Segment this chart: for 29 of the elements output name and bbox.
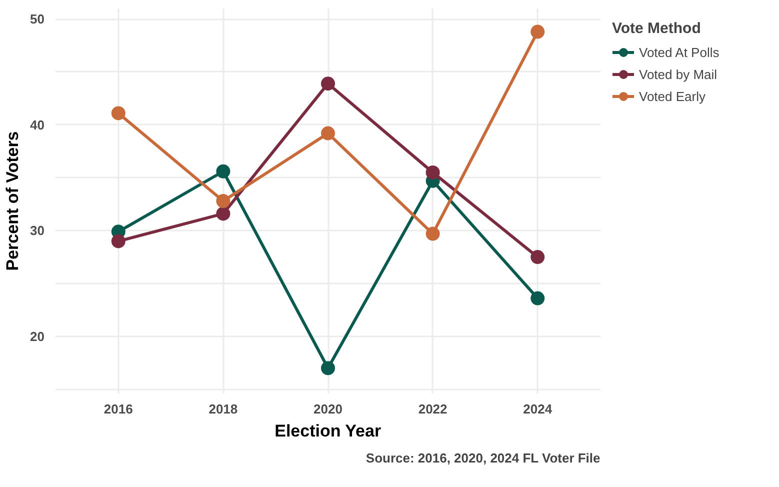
- y-tick-label: 20: [30, 328, 45, 344]
- point: [426, 226, 440, 241]
- source-note: Source: 2016, 2020, 2024 FL Voter File: [366, 450, 600, 466]
- x-tick-label: 2016: [104, 402, 133, 416]
- point: [321, 76, 335, 91]
- point: [530, 250, 545, 264]
- legend-label: Voted by Mail: [639, 66, 718, 83]
- point: [321, 361, 335, 376]
- point: [530, 291, 545, 306]
- y-tick-label: 50: [30, 12, 45, 27]
- x-axis-title: Election Year: [274, 422, 382, 440]
- point: [321, 126, 335, 140]
- legend-label: Voted At Polls: [639, 44, 720, 61]
- y-axis-title: Percent of Voters: [3, 131, 22, 271]
- point: [216, 164, 230, 178]
- point: [426, 165, 440, 180]
- x-tick-label: 2024: [523, 402, 553, 416]
- y-tick-label: 40: [30, 117, 45, 132]
- x-tick-label: 2018: [208, 402, 238, 416]
- x-tick-label: 2022: [418, 402, 448, 416]
- point: [530, 24, 545, 39]
- point: [216, 206, 230, 221]
- point: [111, 234, 126, 248]
- point: [216, 194, 230, 208]
- y-tick-label: 30: [30, 223, 45, 238]
- x-tick-label: 2020: [314, 402, 342, 416]
- legend-label: Voted Early: [639, 88, 706, 105]
- legend-title: Vote Method: [612, 20, 702, 37]
- point: [111, 106, 126, 120]
